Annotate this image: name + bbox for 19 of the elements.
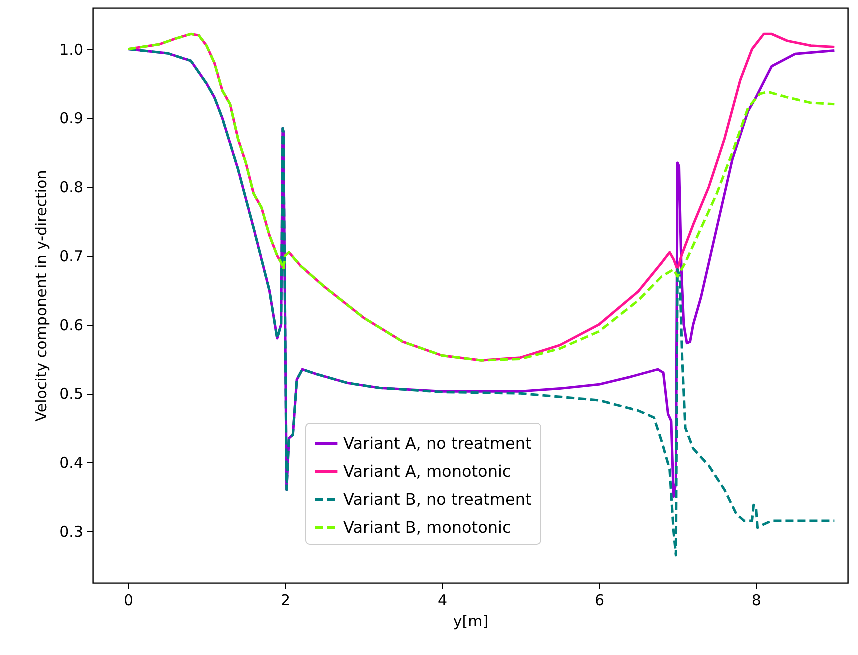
y-tick-label: 1.0 — [60, 40, 84, 59]
y-axis-title: Velocity component in y-direction — [32, 170, 51, 422]
x-tick-label: 2 — [281, 592, 291, 610]
legend-label: Variant A, monotonic — [344, 462, 512, 481]
x-tick-label: 4 — [438, 592, 448, 610]
x-tick-label: 8 — [752, 592, 762, 610]
y-tick-label: 0.3 — [60, 522, 84, 541]
legend-label: Variant B, monotonic — [344, 518, 512, 537]
y-tick-label: 0.4 — [60, 454, 84, 472]
legend-label: Variant B, no treatment — [344, 490, 532, 509]
y-tick-label: 0.8 — [60, 178, 84, 197]
x-tick-label: 0 — [124, 592, 134, 610]
y-tick-label: 0.5 — [60, 385, 84, 404]
y-tick-label: 0.9 — [60, 110, 84, 128]
x-axis-title: y[m] — [453, 612, 489, 630]
x-tick-label: 6 — [594, 592, 604, 610]
legend-label: Variant A, no treatment — [344, 434, 532, 453]
y-tick-label: 0.6 — [60, 316, 84, 334]
y-tick-label: 0.7 — [60, 247, 84, 266]
